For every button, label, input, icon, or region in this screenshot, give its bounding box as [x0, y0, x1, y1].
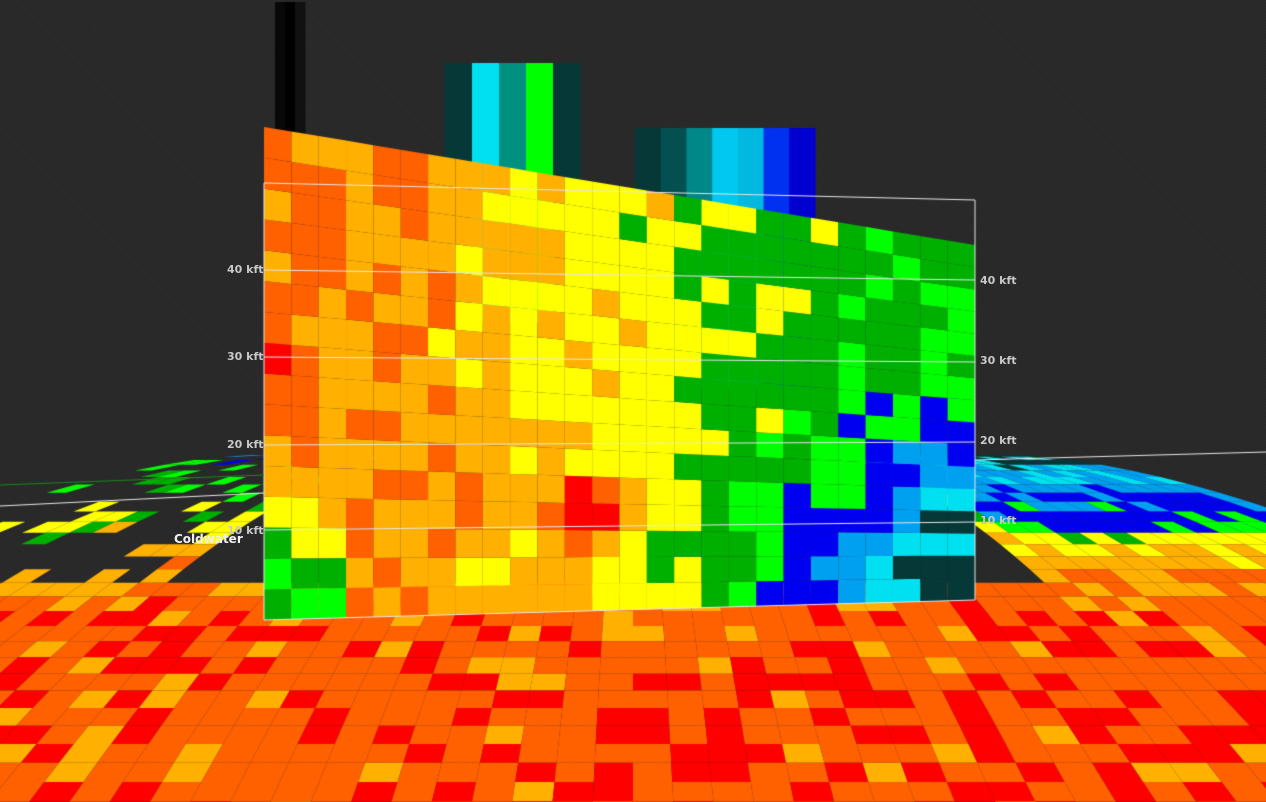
height-label-right-10: 10 kft [980, 514, 1017, 527]
height-label-right-40: 40 kft [980, 274, 1017, 287]
height-label-right-20: 20 kft [980, 434, 1017, 447]
height-label-left-20: 20 kft [227, 438, 264, 451]
height-label-left-40: 40 kft [227, 263, 264, 276]
height-label-left-10: 10 kft [227, 524, 264, 537]
height-label-right-30: 30 kft [980, 354, 1017, 367]
place-label: Coldwater [174, 532, 243, 546]
height-label-left-30: 30 kft [227, 350, 264, 363]
